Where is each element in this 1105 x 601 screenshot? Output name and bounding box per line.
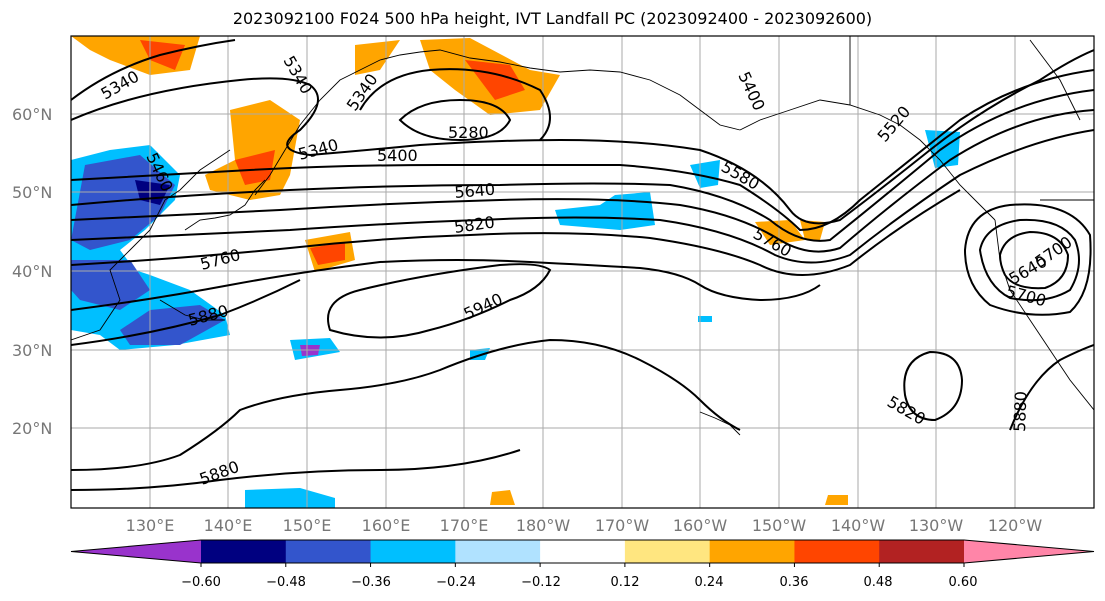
lon-label: 140°E: [204, 516, 253, 535]
colorbar-tick-label: 0.12: [611, 575, 640, 590]
shading-layer: [71, 36, 960, 508]
colorbar-tick-label: 0.36: [780, 575, 809, 590]
colorbar-tick-label: −0.36: [351, 575, 391, 590]
lon-label: 160°W: [673, 516, 728, 535]
height-contours: [71, 39, 1094, 491]
lat-label: 40°N: [12, 262, 52, 281]
colorbar-tick-label: 0.60: [949, 575, 978, 590]
lon-label: 150°E: [283, 516, 332, 535]
colorbar-segment: [794, 540, 880, 563]
colorbar-tick-label: −0.60: [181, 575, 221, 590]
colorbar-segment: [71, 540, 201, 563]
latitude-labels: 60°N 50°N 40°N 30°N 20°N: [12, 105, 52, 438]
colorbar-segment: [455, 540, 541, 563]
contour-label: 5400: [377, 146, 418, 165]
lon-label: 160°E: [362, 516, 411, 535]
map-border: [70, 35, 1095, 509]
colorbar-segment: [201, 540, 287, 563]
contour-label: 5880: [1010, 391, 1030, 432]
colorbar-segment: [964, 540, 1094, 563]
colorbar-tick-label: 0.24: [695, 575, 724, 590]
lon-label: 120°W: [988, 516, 1043, 535]
colorbar-segment: [624, 540, 711, 563]
lat-label: 50°N: [12, 183, 52, 202]
lon-label: 140°W: [831, 516, 886, 535]
lat-label: 30°N: [12, 341, 52, 360]
colorbar-segment: [370, 540, 456, 563]
colorbar: [70, 539, 1095, 567]
lon-label: 180°W: [516, 516, 571, 535]
contour-label: 5280: [448, 123, 489, 142]
colorbar-segment: [285, 540, 372, 563]
map-frame: [71, 36, 1094, 508]
lon-label: 150°W: [752, 516, 807, 535]
map-title: 2023092100 F024 500 hPa height, IVT Land…: [232, 9, 873, 28]
colorbar-tick-label: −0.24: [436, 575, 476, 590]
colorbar-segment: [879, 540, 965, 563]
colorbar-tick-labels: −0.60 −0.48 −0.36 −0.24 −0.12 0.12 0.24 …: [181, 575, 977, 590]
lat-label: 60°N: [12, 105, 52, 124]
lon-label: 170°E: [440, 516, 489, 535]
contour-label: 5640: [454, 180, 496, 202]
graticule: [71, 36, 1094, 508]
colorbar-segment: [709, 540, 795, 563]
lon-label: 130°E: [126, 516, 175, 535]
lat-label: 20°N: [12, 419, 52, 438]
colorbar-segment: [540, 540, 626, 563]
colorbar-tick-label: −0.48: [266, 575, 306, 590]
colorbar-tick-label: 0.48: [864, 575, 893, 590]
colorbar-tick-label: −0.12: [521, 575, 561, 590]
lon-label: 130°W: [909, 516, 964, 535]
lon-label: 170°W: [595, 516, 650, 535]
longitude-labels: 130°E 140°E 150°E 160°E 170°E 180°W 170°…: [126, 516, 1043, 535]
